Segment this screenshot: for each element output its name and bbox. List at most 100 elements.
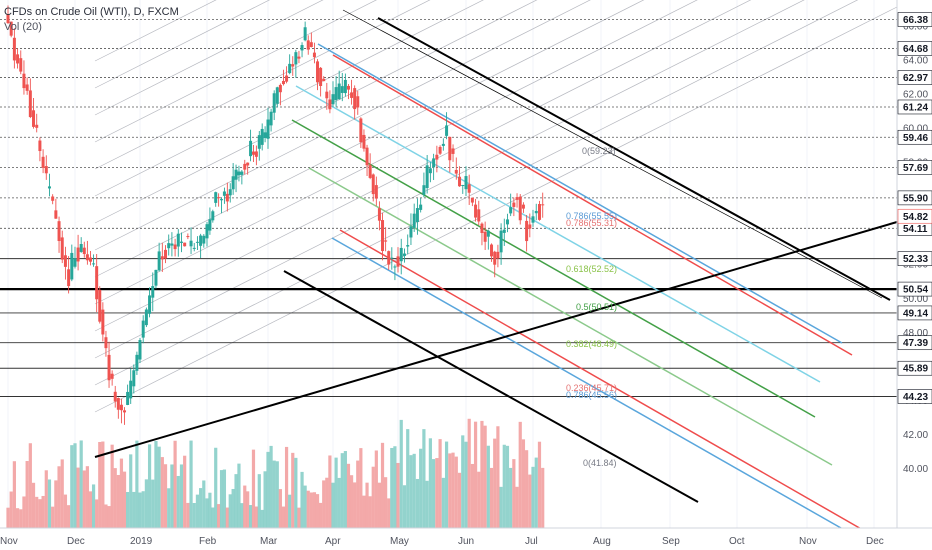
candle-body bbox=[92, 263, 96, 265]
price-level-label: 45.89 bbox=[903, 364, 928, 375]
fib-level-label: 0(59.23) bbox=[582, 146, 616, 156]
volume-bar bbox=[73, 443, 77, 528]
volume-bar bbox=[25, 461, 29, 528]
candle-body bbox=[85, 254, 89, 261]
candle-body bbox=[9, 21, 13, 36]
candle-body bbox=[144, 309, 148, 326]
time-tick-label: Jun bbox=[458, 536, 474, 547]
volume-bar bbox=[464, 441, 468, 528]
volume-bar bbox=[110, 444, 114, 528]
volume-bar bbox=[390, 447, 394, 528]
volume-bar bbox=[359, 448, 363, 528]
candle-body bbox=[19, 58, 23, 72]
candle-body bbox=[490, 244, 494, 257]
volume-bar bbox=[477, 471, 481, 528]
price-level-label: 66.38 bbox=[903, 15, 928, 26]
candle-body bbox=[316, 61, 320, 83]
candle-body bbox=[129, 380, 133, 399]
candle-body bbox=[44, 166, 48, 174]
volume-bar bbox=[281, 506, 286, 528]
volume-bar bbox=[343, 451, 347, 528]
price-tick-label: 62.00 bbox=[903, 90, 928, 101]
candle-body bbox=[294, 52, 298, 65]
volume-bar bbox=[132, 491, 136, 528]
volume-bar bbox=[95, 499, 99, 528]
volume-bar bbox=[12, 461, 16, 528]
candle-body bbox=[176, 233, 180, 247]
volume-bar bbox=[113, 468, 117, 528]
volume-bar bbox=[291, 452, 295, 528]
candle-body bbox=[141, 320, 145, 338]
volume-bar bbox=[186, 502, 190, 528]
candle-body bbox=[477, 209, 481, 222]
blue-channel-lower bbox=[331, 237, 856, 537]
candle-body bbox=[515, 197, 519, 200]
fan-line bbox=[94, 0, 805, 359]
price-level-label-box bbox=[897, 160, 932, 175]
price-level-label: 59.46 bbox=[903, 133, 928, 144]
volume-bar bbox=[275, 461, 279, 528]
fan-line bbox=[94, 0, 752, 332]
volume-bar bbox=[246, 491, 250, 528]
volume-bar bbox=[251, 449, 256, 528]
volume-bar bbox=[214, 447, 218, 528]
volume-bar bbox=[208, 492, 212, 528]
candle-body bbox=[328, 99, 332, 110]
fan-line bbox=[94, 0, 431, 170]
volume-bar bbox=[19, 509, 23, 528]
volume-bar bbox=[44, 470, 48, 528]
volume-bar bbox=[451, 452, 455, 528]
last-price-label: 54.82 bbox=[903, 212, 928, 223]
volume-bar bbox=[199, 488, 203, 528]
time-axis[interactable]: Nov Dec 2019 Feb Mar Apr May Jun Jul Aug Sep Oct Nov… bbox=[0, 536, 884, 547]
volume-bar bbox=[377, 482, 382, 528]
volume-bar bbox=[163, 464, 168, 528]
volume-bar bbox=[337, 477, 341, 528]
volume-bar bbox=[537, 441, 542, 528]
candle-body bbox=[251, 151, 255, 155]
candle-body bbox=[32, 110, 36, 127]
volume-bar bbox=[409, 455, 413, 528]
volume-bar bbox=[51, 506, 55, 528]
candle-body bbox=[285, 75, 289, 82]
volume-bar bbox=[288, 494, 292, 528]
candle-body bbox=[300, 45, 304, 51]
candle-body bbox=[60, 237, 64, 260]
candle-body bbox=[512, 202, 516, 207]
fan-line bbox=[94, 6, 898, 413]
price-level-label: 62.97 bbox=[903, 73, 928, 84]
candle-body bbox=[441, 143, 445, 146]
volume-bar bbox=[512, 459, 516, 528]
candle-body bbox=[312, 52, 316, 58]
candle-body bbox=[104, 337, 108, 349]
candle-body bbox=[505, 219, 509, 225]
candle-body bbox=[132, 370, 136, 387]
price-level-label: 61.24 bbox=[903, 102, 928, 113]
candle-body bbox=[173, 244, 177, 250]
volume-bar bbox=[225, 507, 229, 528]
volume-bar bbox=[438, 439, 442, 528]
volume-bar bbox=[272, 460, 276, 528]
candle-body bbox=[278, 84, 282, 93]
candle-body bbox=[486, 230, 490, 237]
price-tick-label: 40.00 bbox=[903, 464, 928, 475]
volume-bar bbox=[528, 474, 532, 528]
volume-bar bbox=[457, 472, 462, 528]
time-tick-label: Mar bbox=[260, 536, 278, 547]
green-channel bbox=[291, 119, 816, 418]
candle-body bbox=[432, 158, 436, 168]
volume-bar bbox=[31, 482, 36, 528]
fan-line bbox=[94, 0, 377, 143]
time-axis-background bbox=[0, 528, 932, 550]
candle-body bbox=[281, 80, 285, 85]
candle-body bbox=[222, 191, 226, 196]
time-tick-label: Dec bbox=[67, 536, 85, 547]
candle-body bbox=[79, 244, 83, 252]
candle-body bbox=[76, 247, 80, 262]
candle-body bbox=[384, 240, 388, 242]
time-tick-label: Sep bbox=[662, 536, 680, 547]
price-axis[interactable]: 40.0042.0044.0046.0048.0050.0052.0054.00… bbox=[897, 12, 932, 475]
candle-body bbox=[445, 125, 449, 136]
volume-bar bbox=[387, 498, 391, 528]
